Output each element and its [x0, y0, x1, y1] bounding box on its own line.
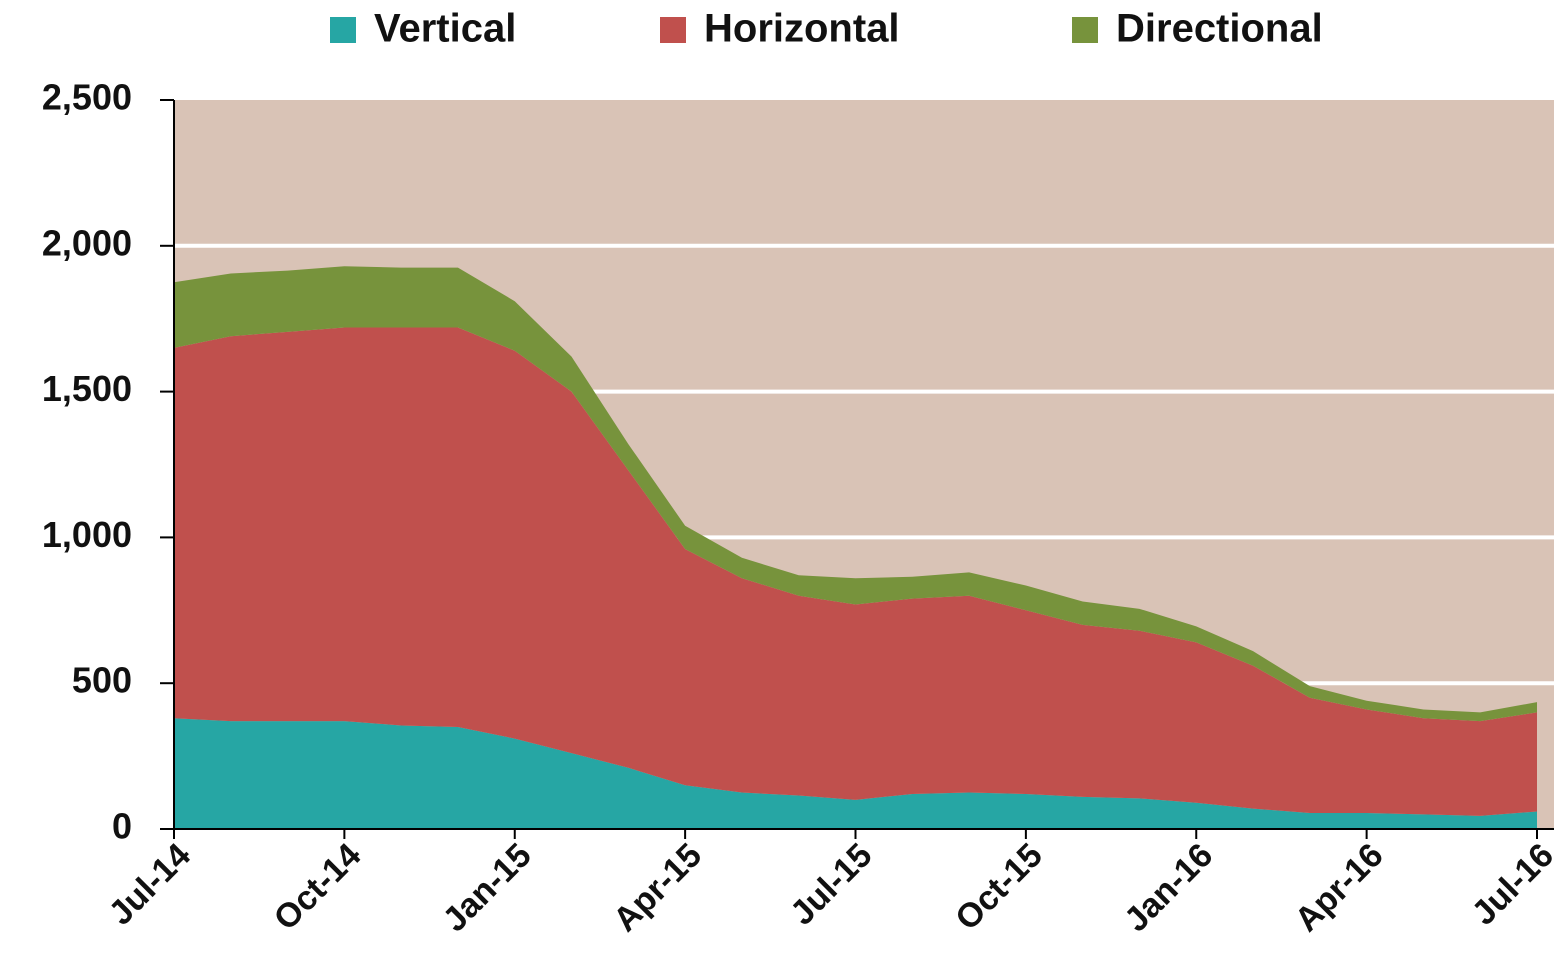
x-tick-label: Jul-14 — [102, 836, 198, 932]
x-tick-label: Oct-14 — [267, 836, 369, 938]
y-tick-label: 1,500 — [42, 368, 132, 409]
y-tick-label: 0 — [112, 806, 132, 847]
y-tick-label: 2,000 — [42, 222, 132, 263]
legend-label: Vertical — [374, 7, 516, 51]
legend-swatch — [330, 17, 356, 43]
y-tick-label: 2,500 — [42, 77, 132, 118]
legend-label: Directional — [1116, 7, 1323, 51]
area — [174, 718, 1537, 829]
x-tick-label: Jul-16 — [1465, 836, 1554, 932]
legend-label: Horizontal — [704, 7, 900, 51]
area — [174, 327, 1537, 816]
x-tick-label: Jul-15 — [783, 836, 879, 932]
x-tick-label: Jan-15 — [436, 836, 539, 939]
x-tick-label: Oct-15 — [948, 836, 1050, 938]
x-tick-label: Jan-16 — [1117, 836, 1220, 939]
y-tick-label: 500 — [72, 660, 132, 701]
area — [174, 266, 1537, 722]
legend-swatch — [660, 17, 686, 43]
legend-swatch — [1072, 17, 1098, 43]
y-tick-label: 1,000 — [42, 514, 132, 555]
x-tick-label: Apr-15 — [606, 836, 709, 939]
x-tick-label: Apr-16 — [1288, 836, 1391, 939]
